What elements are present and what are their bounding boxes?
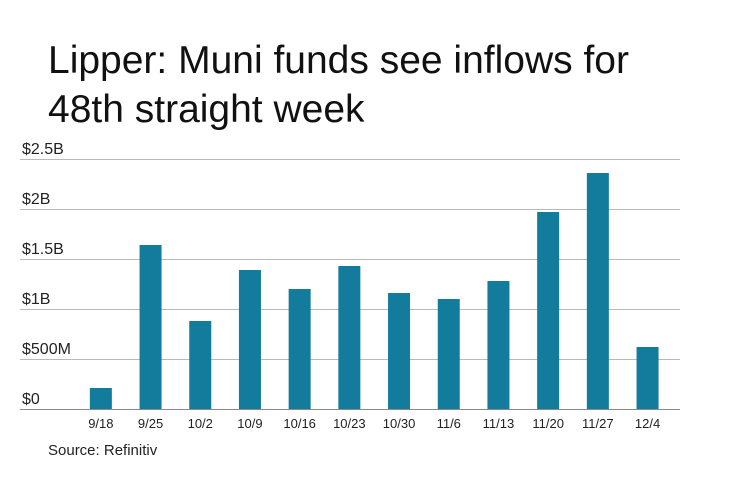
- bar-12-4: [636, 347, 659, 409]
- bar-11-6: [437, 299, 460, 409]
- bar-10-30: [388, 293, 411, 409]
- x-tick-label: 11/27: [582, 416, 614, 431]
- x-tick-label: 10/30: [383, 416, 416, 431]
- y-tick-label: $0: [22, 391, 40, 408]
- bar-10-16: [288, 289, 311, 409]
- bar-11-27: [586, 173, 609, 409]
- y-tick-label: $1.5B: [22, 241, 64, 258]
- x-tick-label: 9/18: [88, 416, 113, 431]
- y-tick-label: $1B: [22, 291, 50, 308]
- x-tick-label: 12/4: [635, 416, 660, 431]
- x-tick-label: 10/9: [237, 416, 262, 431]
- bars: [89, 173, 659, 409]
- x-tick-label: 9/25: [138, 416, 163, 431]
- x-tick-label: 11/13: [483, 416, 515, 431]
- bar-9-25: [139, 245, 162, 409]
- x-tick-label: 11/20: [532, 416, 564, 431]
- y-tick-label: $2.5B: [22, 141, 64, 158]
- x-tick-label: 11/6: [437, 416, 461, 431]
- bar-10-9: [238, 270, 261, 409]
- x-axis-labels: 9/18 9/25 10/2 10/9 10/16 10/23 10/30 11/6 11/13…: [88, 416, 660, 431]
- y-axis-labels: $0 $500M $1B $1.5B $2B $2.5B: [22, 141, 71, 408]
- chart-title: Lipper: Muni funds see inflows for 48th …: [48, 39, 629, 131]
- bar-11-20: [537, 212, 560, 409]
- x-tick-label: 10/23: [333, 416, 366, 431]
- bar-11-13: [487, 281, 510, 409]
- x-tick-label: 10/2: [188, 416, 213, 431]
- bar-10-23: [338, 266, 361, 409]
- source-note: Source: Refinitiv: [48, 442, 158, 459]
- x-tick-label: 10/16: [283, 416, 316, 431]
- y-tick-label: $500M: [22, 341, 71, 358]
- bar-10-2: [189, 321, 212, 409]
- bar-9-18: [89, 388, 112, 409]
- y-tick-label: $2B: [22, 191, 50, 208]
